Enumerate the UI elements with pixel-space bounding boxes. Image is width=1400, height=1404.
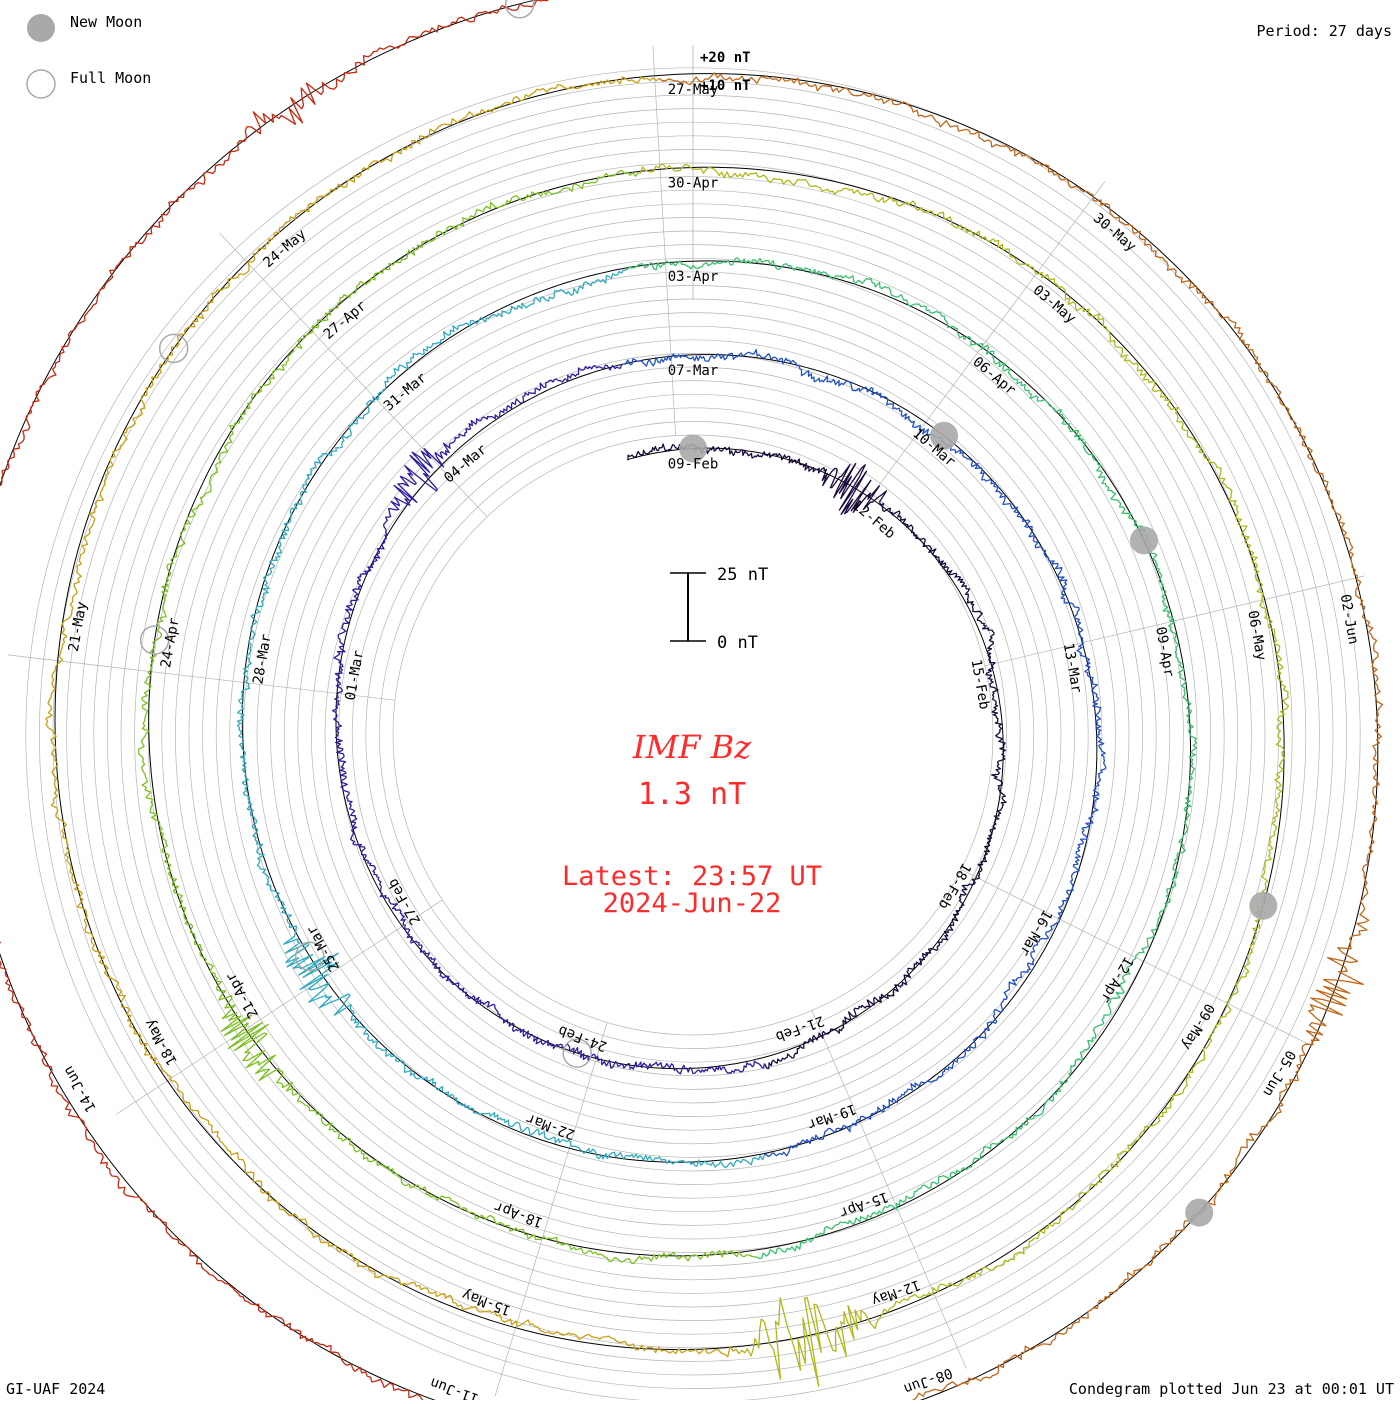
date-label: 21-Feb	[773, 1012, 826, 1044]
new-moon-marker	[1185, 1198, 1214, 1227]
plotted-timestamp: Condegram plotted Jun 23 at 00:01 UT	[1068, 1380, 1394, 1398]
grid-spoke	[652, 46, 676, 436]
grid-ring	[311, 353, 1075, 1117]
current-value: 1.3 nT	[638, 777, 746, 812]
date-label: 04-Mar	[441, 442, 490, 487]
scale-bar-top-label: 25 nT	[717, 565, 768, 585]
grid-ring	[338, 380, 1048, 1090]
grid-ring	[365, 407, 1021, 1063]
ring-label-plus20: +20 nT	[700, 50, 751, 66]
date-label: 15-May	[460, 1286, 513, 1318]
new-moon-marker	[930, 421, 959, 450]
date-label: 09-Feb	[668, 457, 719, 473]
date-label: 27-May	[668, 82, 719, 98]
full-moon-legend-icon	[26, 69, 56, 99]
grid-spoke	[219, 232, 488, 518]
new-moon-marker	[1130, 526, 1158, 555]
legend-full-moon-label: Full Moon	[70, 69, 152, 87]
grid-spoke	[116, 899, 443, 1115]
new-moon-legend-icon	[27, 14, 55, 42]
date-label: 12-Feb	[849, 497, 898, 542]
date-label: 18-Apr	[492, 1198, 545, 1230]
date-label: 09-May	[1178, 1000, 1217, 1052]
date-label: 24-May	[260, 226, 309, 271]
date-label: 22-Mar	[524, 1110, 577, 1142]
date-label: 24-Apr	[158, 617, 183, 670]
date-label: 30-Apr	[668, 176, 719, 192]
full-moon-marker	[158, 333, 189, 364]
date-label: 05-Jun	[1259, 1047, 1298, 1099]
bz-series-rev-6	[137, 169, 757, 1265]
date-label: 02-Jun	[1337, 593, 1362, 646]
legend-new-moon-label: New Moon	[70, 13, 143, 31]
date-label: 27-Apr	[321, 298, 370, 343]
credit-label: GI-UAF 2024	[6, 1380, 106, 1398]
date-label: 28-Mar	[250, 633, 275, 686]
date-label: 03-Apr	[668, 269, 719, 285]
date-label: 31-Mar	[381, 370, 430, 415]
grid-spoke	[494, 1022, 608, 1397]
bz-series-rev-5	[625, 257, 1197, 1260]
bz-series-rev-3	[621, 349, 1107, 1158]
date-label: 11-Jun	[428, 1374, 481, 1400]
chart-title: IMF Bz	[632, 728, 752, 766]
latest-date: 2024-Jun-22	[603, 888, 782, 919]
grid-ring	[283, 325, 1103, 1145]
date-label: 07-Mar	[668, 363, 719, 379]
date-label: 15-Apr	[837, 1188, 890, 1220]
date-label: 21-Apr	[223, 969, 262, 1021]
grid-spoke	[811, 1010, 967, 1369]
grid-ring	[270, 312, 1116, 1158]
full-moon-marker	[562, 1038, 592, 1068]
full-moon-marker	[294, 941, 325, 972]
bz-series-rev-7	[637, 163, 1290, 1387]
period-label: Period: 27 days	[1256, 22, 1392, 40]
new-moon-marker	[679, 434, 707, 463]
bz-series-rev-8	[45, 76, 740, 1358]
full-moon-marker	[139, 625, 170, 655]
scale-bar: 25 nT 0 nT	[670, 565, 768, 653]
grid-ring	[379, 421, 1007, 1049]
bz-series-rev-10	[0, 0, 549, 1404]
grid-ring	[297, 339, 1089, 1131]
moon-layer	[139, 0, 1278, 1227]
scale-bar-bottom-label: 0 nT	[717, 633, 758, 653]
grid-ring	[351, 393, 1035, 1077]
bz-series-rev-4	[236, 269, 765, 1169]
full-moon-marker	[504, 0, 535, 19]
grid-spoke	[871, 181, 1106, 495]
new-moon-marker	[1249, 891, 1278, 920]
date-label: 13-Mar	[1060, 642, 1085, 695]
date-label: 15-Feb	[968, 658, 993, 711]
date-label: 18-May	[142, 1016, 181, 1068]
grid-spoke	[984, 575, 1365, 667]
grid-spoke	[7, 654, 396, 701]
bz-series-rev-2	[331, 364, 766, 1075]
date-label: 01-Mar	[343, 649, 368, 702]
date-label: 16-Mar	[1016, 907, 1055, 959]
ring-label-plus10: +10 nT	[700, 78, 751, 94]
latest-time: Latest: 23:57 UT	[562, 861, 822, 892]
grid-ring	[324, 366, 1062, 1104]
date-label: 03-May	[1030, 282, 1079, 327]
bz-series-rev-9	[659, 72, 1384, 1404]
bz-series-rev-1	[627, 443, 1007, 1070]
